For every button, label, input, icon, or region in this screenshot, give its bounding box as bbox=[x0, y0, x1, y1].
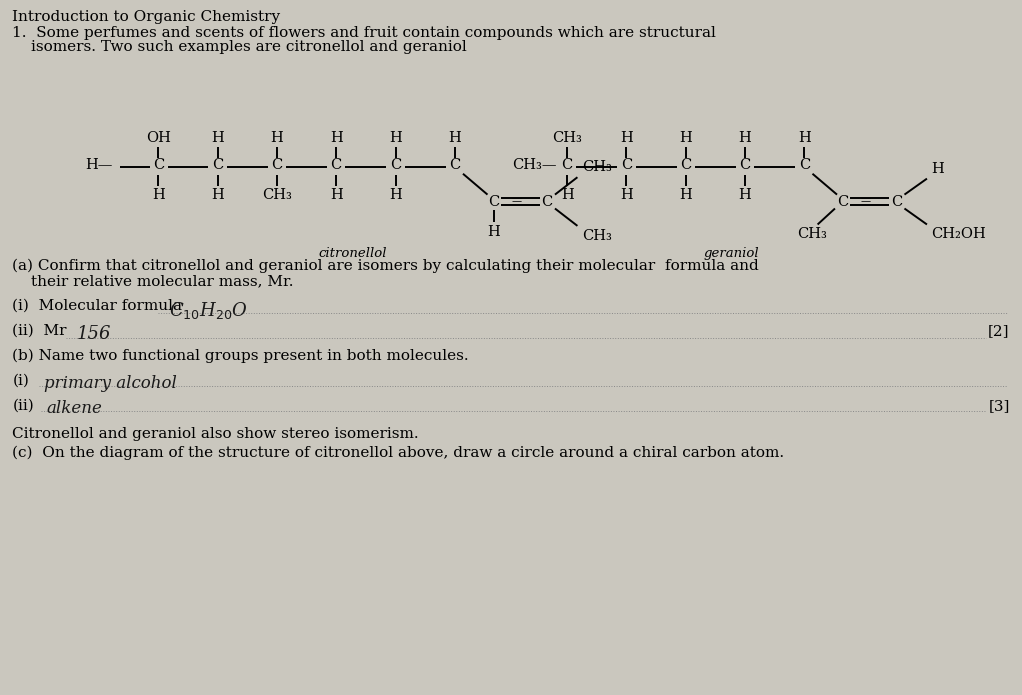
Text: Citronellol and geraniol also show stereo isomerism.: Citronellol and geraniol also show stere… bbox=[12, 427, 419, 441]
Text: H: H bbox=[739, 188, 751, 202]
Text: H: H bbox=[798, 131, 810, 145]
Text: H: H bbox=[389, 131, 402, 145]
Text: CH₃—: CH₃— bbox=[512, 158, 557, 172]
Text: C: C bbox=[890, 195, 902, 208]
Text: C: C bbox=[739, 158, 751, 172]
Text: C: C bbox=[389, 158, 402, 172]
Text: H: H bbox=[271, 131, 283, 145]
Text: their relative molecular mass, Mr.: their relative molecular mass, Mr. bbox=[31, 274, 293, 288]
Text: [2]: [2] bbox=[988, 324, 1010, 338]
Text: (i)  Molecular formula: (i) Molecular formula bbox=[12, 299, 182, 313]
Text: H: H bbox=[931, 162, 943, 176]
Text: citronellol: citronellol bbox=[318, 247, 387, 260]
Text: geraniol: geraniol bbox=[704, 247, 759, 260]
Text: (i): (i) bbox=[12, 374, 30, 388]
Text: H: H bbox=[449, 131, 461, 145]
Text: H: H bbox=[152, 188, 165, 202]
Text: CH₃: CH₃ bbox=[583, 160, 612, 174]
Text: H: H bbox=[330, 131, 342, 145]
Text: (ii): (ii) bbox=[12, 399, 34, 413]
Text: C: C bbox=[680, 158, 692, 172]
Text: C: C bbox=[487, 195, 500, 208]
Text: C: C bbox=[449, 158, 461, 172]
Text: =: = bbox=[860, 195, 872, 208]
Text: H: H bbox=[330, 188, 342, 202]
Text: alkene: alkene bbox=[46, 400, 102, 417]
Text: Introduction to Organic Chemistry: Introduction to Organic Chemistry bbox=[12, 10, 280, 24]
Text: C: C bbox=[541, 195, 553, 208]
Text: H—: H— bbox=[85, 158, 112, 172]
Text: (a) Confirm that citronellol and geraniol are isomers by calculating their molec: (a) Confirm that citronellol and geranio… bbox=[12, 259, 759, 273]
Text: CH₂OH: CH₂OH bbox=[931, 227, 986, 241]
Text: H: H bbox=[680, 131, 692, 145]
Text: 1.  Some perfumes and scents of flowers and fruit contain compounds which are st: 1. Some perfumes and scents of flowers a… bbox=[12, 26, 716, 40]
Text: C: C bbox=[837, 195, 849, 208]
Text: primary alcohol: primary alcohol bbox=[44, 375, 177, 392]
Text: H: H bbox=[212, 131, 224, 145]
Text: H: H bbox=[739, 131, 751, 145]
Text: isomers. Two such examples are citronellol and geraniol: isomers. Two such examples are citronell… bbox=[31, 40, 466, 54]
Text: H: H bbox=[620, 131, 633, 145]
Text: C: C bbox=[212, 158, 224, 172]
Text: C: C bbox=[561, 158, 573, 172]
Text: H: H bbox=[212, 188, 224, 202]
Text: (ii)  Mr: (ii) Mr bbox=[12, 324, 66, 338]
Text: CH₃: CH₃ bbox=[797, 227, 828, 241]
Text: 156: 156 bbox=[77, 325, 111, 343]
Text: C: C bbox=[798, 158, 810, 172]
Text: C: C bbox=[330, 158, 342, 172]
Text: H: H bbox=[620, 188, 633, 202]
Text: [3]: [3] bbox=[988, 399, 1010, 413]
Text: (b) Name two functional groups present in both molecules.: (b) Name two functional groups present i… bbox=[12, 349, 469, 363]
Text: H: H bbox=[680, 188, 692, 202]
Text: CH₃: CH₃ bbox=[552, 131, 583, 145]
Text: (c)  On the diagram of the structure of citronellol above, draw a circle around : (c) On the diagram of the structure of c… bbox=[12, 445, 785, 460]
Text: C$_{10}$H$_{20}$O: C$_{10}$H$_{20}$O bbox=[169, 300, 248, 321]
Text: C: C bbox=[152, 158, 165, 172]
Text: H: H bbox=[487, 225, 500, 239]
Text: CH₃: CH₃ bbox=[583, 229, 612, 243]
Text: C: C bbox=[620, 158, 633, 172]
Text: H: H bbox=[561, 188, 573, 202]
Text: OH: OH bbox=[146, 131, 171, 145]
Text: C: C bbox=[271, 158, 283, 172]
Text: CH₃: CH₃ bbox=[262, 188, 292, 202]
Text: H: H bbox=[389, 188, 402, 202]
Text: =: = bbox=[510, 195, 522, 208]
